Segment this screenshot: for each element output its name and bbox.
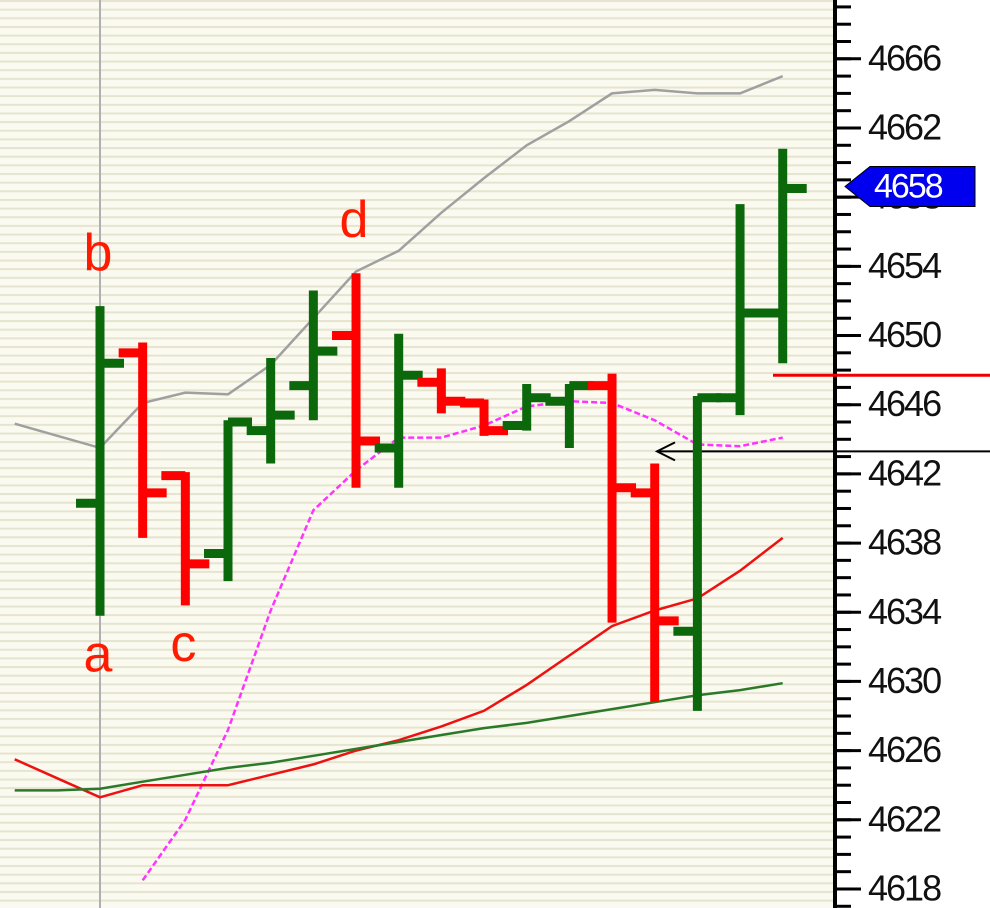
y-tick-label: 4638 bbox=[868, 522, 941, 563]
wave-label: d bbox=[340, 191, 369, 249]
y-tick-label: 4650 bbox=[868, 314, 941, 355]
y-tick-label: 4630 bbox=[868, 660, 941, 701]
y-tick-label: 4626 bbox=[868, 729, 941, 770]
wave-label: a bbox=[84, 625, 113, 683]
y-tick-label: 4618 bbox=[868, 867, 941, 908]
y-tick-label: 4654 bbox=[868, 245, 941, 286]
last-price-box bbox=[844, 166, 976, 208]
y-tick-label: 4642 bbox=[868, 452, 941, 493]
y-tick-label: 4666 bbox=[868, 37, 941, 78]
level-arrowhead bbox=[654, 441, 676, 462]
plot-background bbox=[0, 0, 835, 908]
wave-label: b bbox=[84, 224, 113, 282]
wave-label: c bbox=[170, 615, 196, 673]
y-tick-label: 4662 bbox=[868, 107, 941, 148]
y-tick-label: 4646 bbox=[868, 383, 941, 424]
last-price-label: 4658 bbox=[874, 168, 943, 206]
indicator-line bbox=[141, 399, 783, 882]
indicator-line bbox=[14, 681, 783, 792]
y-tick-label: 4634 bbox=[868, 591, 941, 632]
y-tick-label: 4622 bbox=[868, 798, 941, 839]
